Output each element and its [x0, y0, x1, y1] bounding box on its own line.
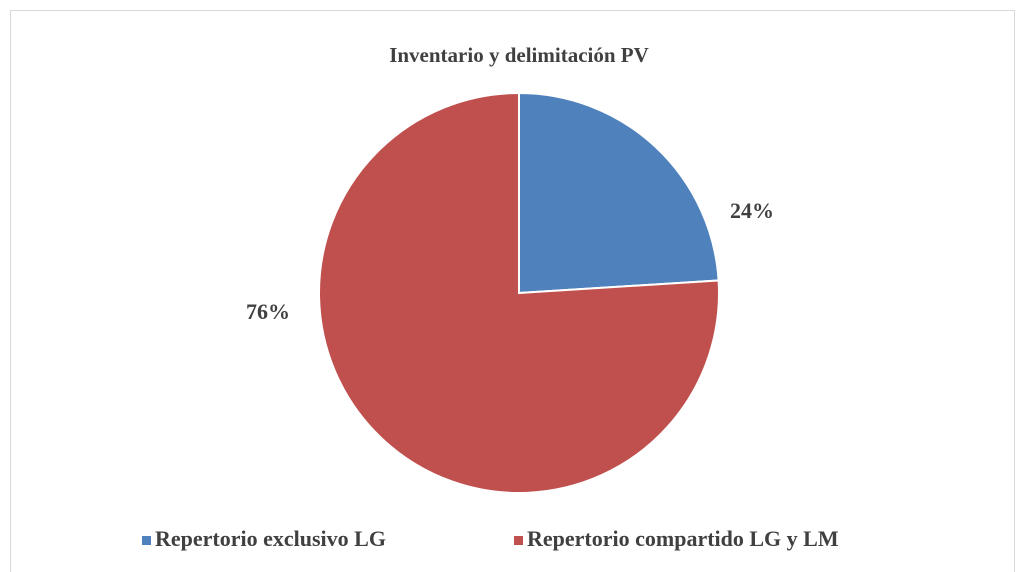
data-label: 76%	[246, 299, 290, 324]
pie-slice	[518, 91, 720, 295]
legend-swatch	[142, 536, 151, 545]
data-label: 24%	[730, 198, 774, 223]
legend-swatch	[514, 536, 523, 545]
pie-slice	[318, 91, 720, 494]
legend-label: Repertorio compartido LG y LM	[527, 526, 839, 551]
legend-label: Repertorio exclusivo LG	[155, 526, 386, 551]
chart-title: Inventario y delimitación PV	[389, 43, 649, 67]
